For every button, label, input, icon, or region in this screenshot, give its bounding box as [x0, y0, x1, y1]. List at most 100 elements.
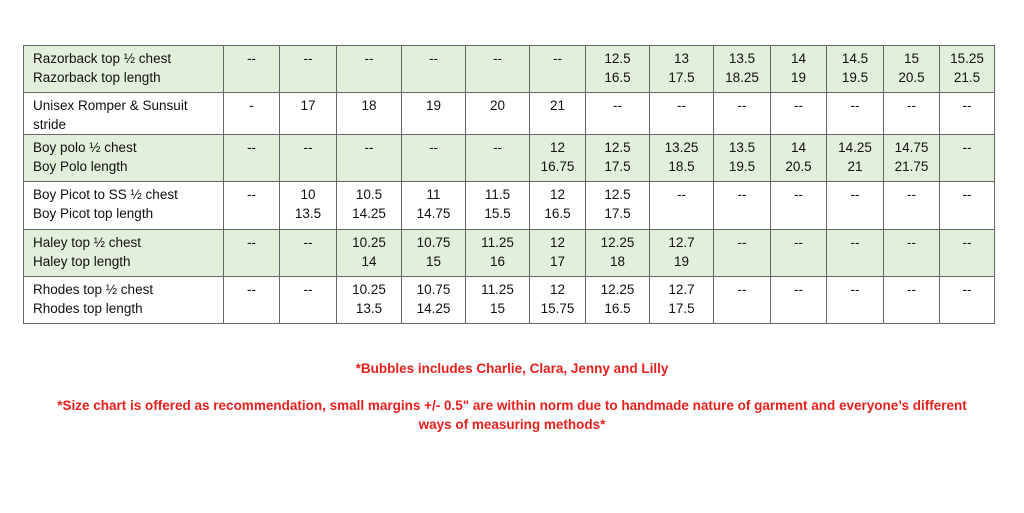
size-value: 21	[847, 159, 863, 174]
size-cell: --	[465, 134, 530, 182]
size-value: --	[429, 140, 438, 155]
size-value: 12.5	[604, 140, 631, 155]
size-cell: 11.25 15	[465, 276, 530, 324]
size-value: 15	[903, 51, 920, 66]
size-cell: 12 15.75	[529, 276, 586, 324]
size-value: 20.5	[898, 70, 925, 85]
size-value: --	[850, 235, 860, 250]
size-value: 19	[790, 70, 807, 85]
size-cell: 12 17	[529, 229, 586, 277]
size-cell: 17	[279, 92, 337, 135]
size-cell: 11.25 16	[465, 229, 530, 277]
size-cell: 15.25 21.5	[939, 45, 995, 93]
row-label-line: Haley top length	[33, 254, 131, 269]
table-row: Unisex Romper & Sunsuit stride - 17 18 19 20 21…	[23, 92, 995, 135]
size-value: 11.25	[481, 235, 514, 250]
size-value: --	[247, 187, 256, 202]
bubbles-note: *Bubbles includes Charlie, Clara, Jenny …	[355, 361, 669, 376]
size-value: --	[794, 235, 803, 250]
size-value: --	[737, 282, 747, 297]
size-cell: 13.5 19.5	[713, 134, 771, 182]
size-value: --	[962, 282, 972, 297]
size-value: 18.25	[725, 70, 759, 85]
row-label-line: Haley top ½ chest	[33, 235, 142, 250]
size-value: --	[303, 140, 313, 155]
size-value: --	[850, 98, 860, 113]
size-cell: 18	[336, 92, 402, 135]
size-value: 11.5	[484, 187, 511, 202]
size-cell: --	[223, 276, 280, 324]
size-value: --	[907, 235, 916, 250]
row-label-line: Boy Polo length	[33, 159, 128, 174]
size-value: --	[553, 51, 562, 66]
size-value: --	[794, 282, 803, 297]
size-value: 18	[609, 254, 626, 269]
size-cell: 10.75 15	[401, 229, 466, 277]
size-cell: 15 20.5	[883, 45, 940, 93]
size-value: 10	[300, 187, 316, 202]
size-cell: --	[883, 92, 940, 135]
size-cell: 12.5 17.5	[585, 134, 650, 182]
size-value: --	[737, 187, 747, 202]
size-value: 14	[790, 140, 807, 155]
size-value: 12	[549, 187, 566, 202]
size-cell: --	[401, 45, 466, 93]
size-cell: --	[939, 276, 995, 324]
size-cell: --	[883, 229, 940, 277]
size-cell: 13.5 18.25	[713, 45, 771, 93]
size-cell: 12 16.75	[529, 134, 586, 182]
size-value: 10.5	[355, 187, 383, 202]
size-cell: --	[770, 229, 827, 277]
size-value: 15.75	[540, 301, 575, 316]
size-value: 19	[673, 254, 690, 269]
size-cell: 10.5 14.25	[336, 181, 402, 230]
size-cell: 10 13.5	[279, 181, 337, 230]
size-cell: 14 19	[770, 45, 827, 93]
size-value: --	[962, 187, 972, 202]
row-label-line: Boy Picot top length	[33, 206, 154, 221]
size-value: --	[247, 235, 256, 250]
size-value: 14.25	[352, 206, 386, 221]
size-cell: --	[713, 181, 771, 230]
size-value: --	[493, 140, 502, 155]
size-cell: --	[883, 181, 940, 230]
size-value: 14.5	[841, 51, 869, 66]
size-value: --	[962, 140, 972, 155]
size-cell: --	[826, 229, 884, 277]
size-cell: --	[713, 92, 771, 135]
size-value: 12.5	[604, 187, 631, 202]
size-cell: 20	[465, 92, 530, 135]
size-value: --	[247, 51, 256, 66]
size-value: 17.5	[668, 301, 695, 316]
size-value: 21	[549, 98, 566, 113]
size-cell: --	[223, 181, 280, 230]
size-value: 19	[425, 98, 442, 113]
size-cell: --	[279, 134, 337, 182]
size-value: 15.25	[950, 51, 984, 66]
size-value: 15.5	[484, 206, 511, 221]
size-cell: 10.25 13.5	[336, 276, 402, 324]
size-value: 18.5	[668, 159, 695, 174]
disclaimer-note-line1: *Size chart is offered as recommendation…	[57, 398, 967, 413]
size-value: 14.75	[416, 206, 451, 221]
size-value: 14.75	[894, 140, 929, 155]
size-cell: --	[223, 45, 280, 93]
size-value: 17	[300, 98, 316, 113]
row-label-line: Razorback top ½ chest	[33, 51, 172, 66]
size-value: 14	[790, 51, 807, 66]
size-cell: --	[649, 181, 714, 230]
size-value: 10.25	[352, 235, 386, 250]
size-value: 16.5	[604, 301, 631, 316]
row-label-line: Boy Picot to SS ½ chest	[33, 187, 178, 202]
size-cell: --	[939, 92, 995, 135]
size-value: --	[303, 51, 313, 66]
size-value: --	[429, 51, 438, 66]
size-cell: --	[649, 92, 714, 135]
size-value: 13.25	[664, 140, 699, 155]
size-cell: 14.75 21.75	[883, 134, 940, 182]
size-cell: 12.25 16.5	[585, 276, 650, 324]
table-row: Boy polo ½ chest Boy Polo length -- -- -- -- -…	[23, 134, 995, 182]
size-value: 15	[425, 254, 442, 269]
size-cell: --	[826, 92, 884, 135]
size-value: 17.5	[604, 206, 631, 221]
